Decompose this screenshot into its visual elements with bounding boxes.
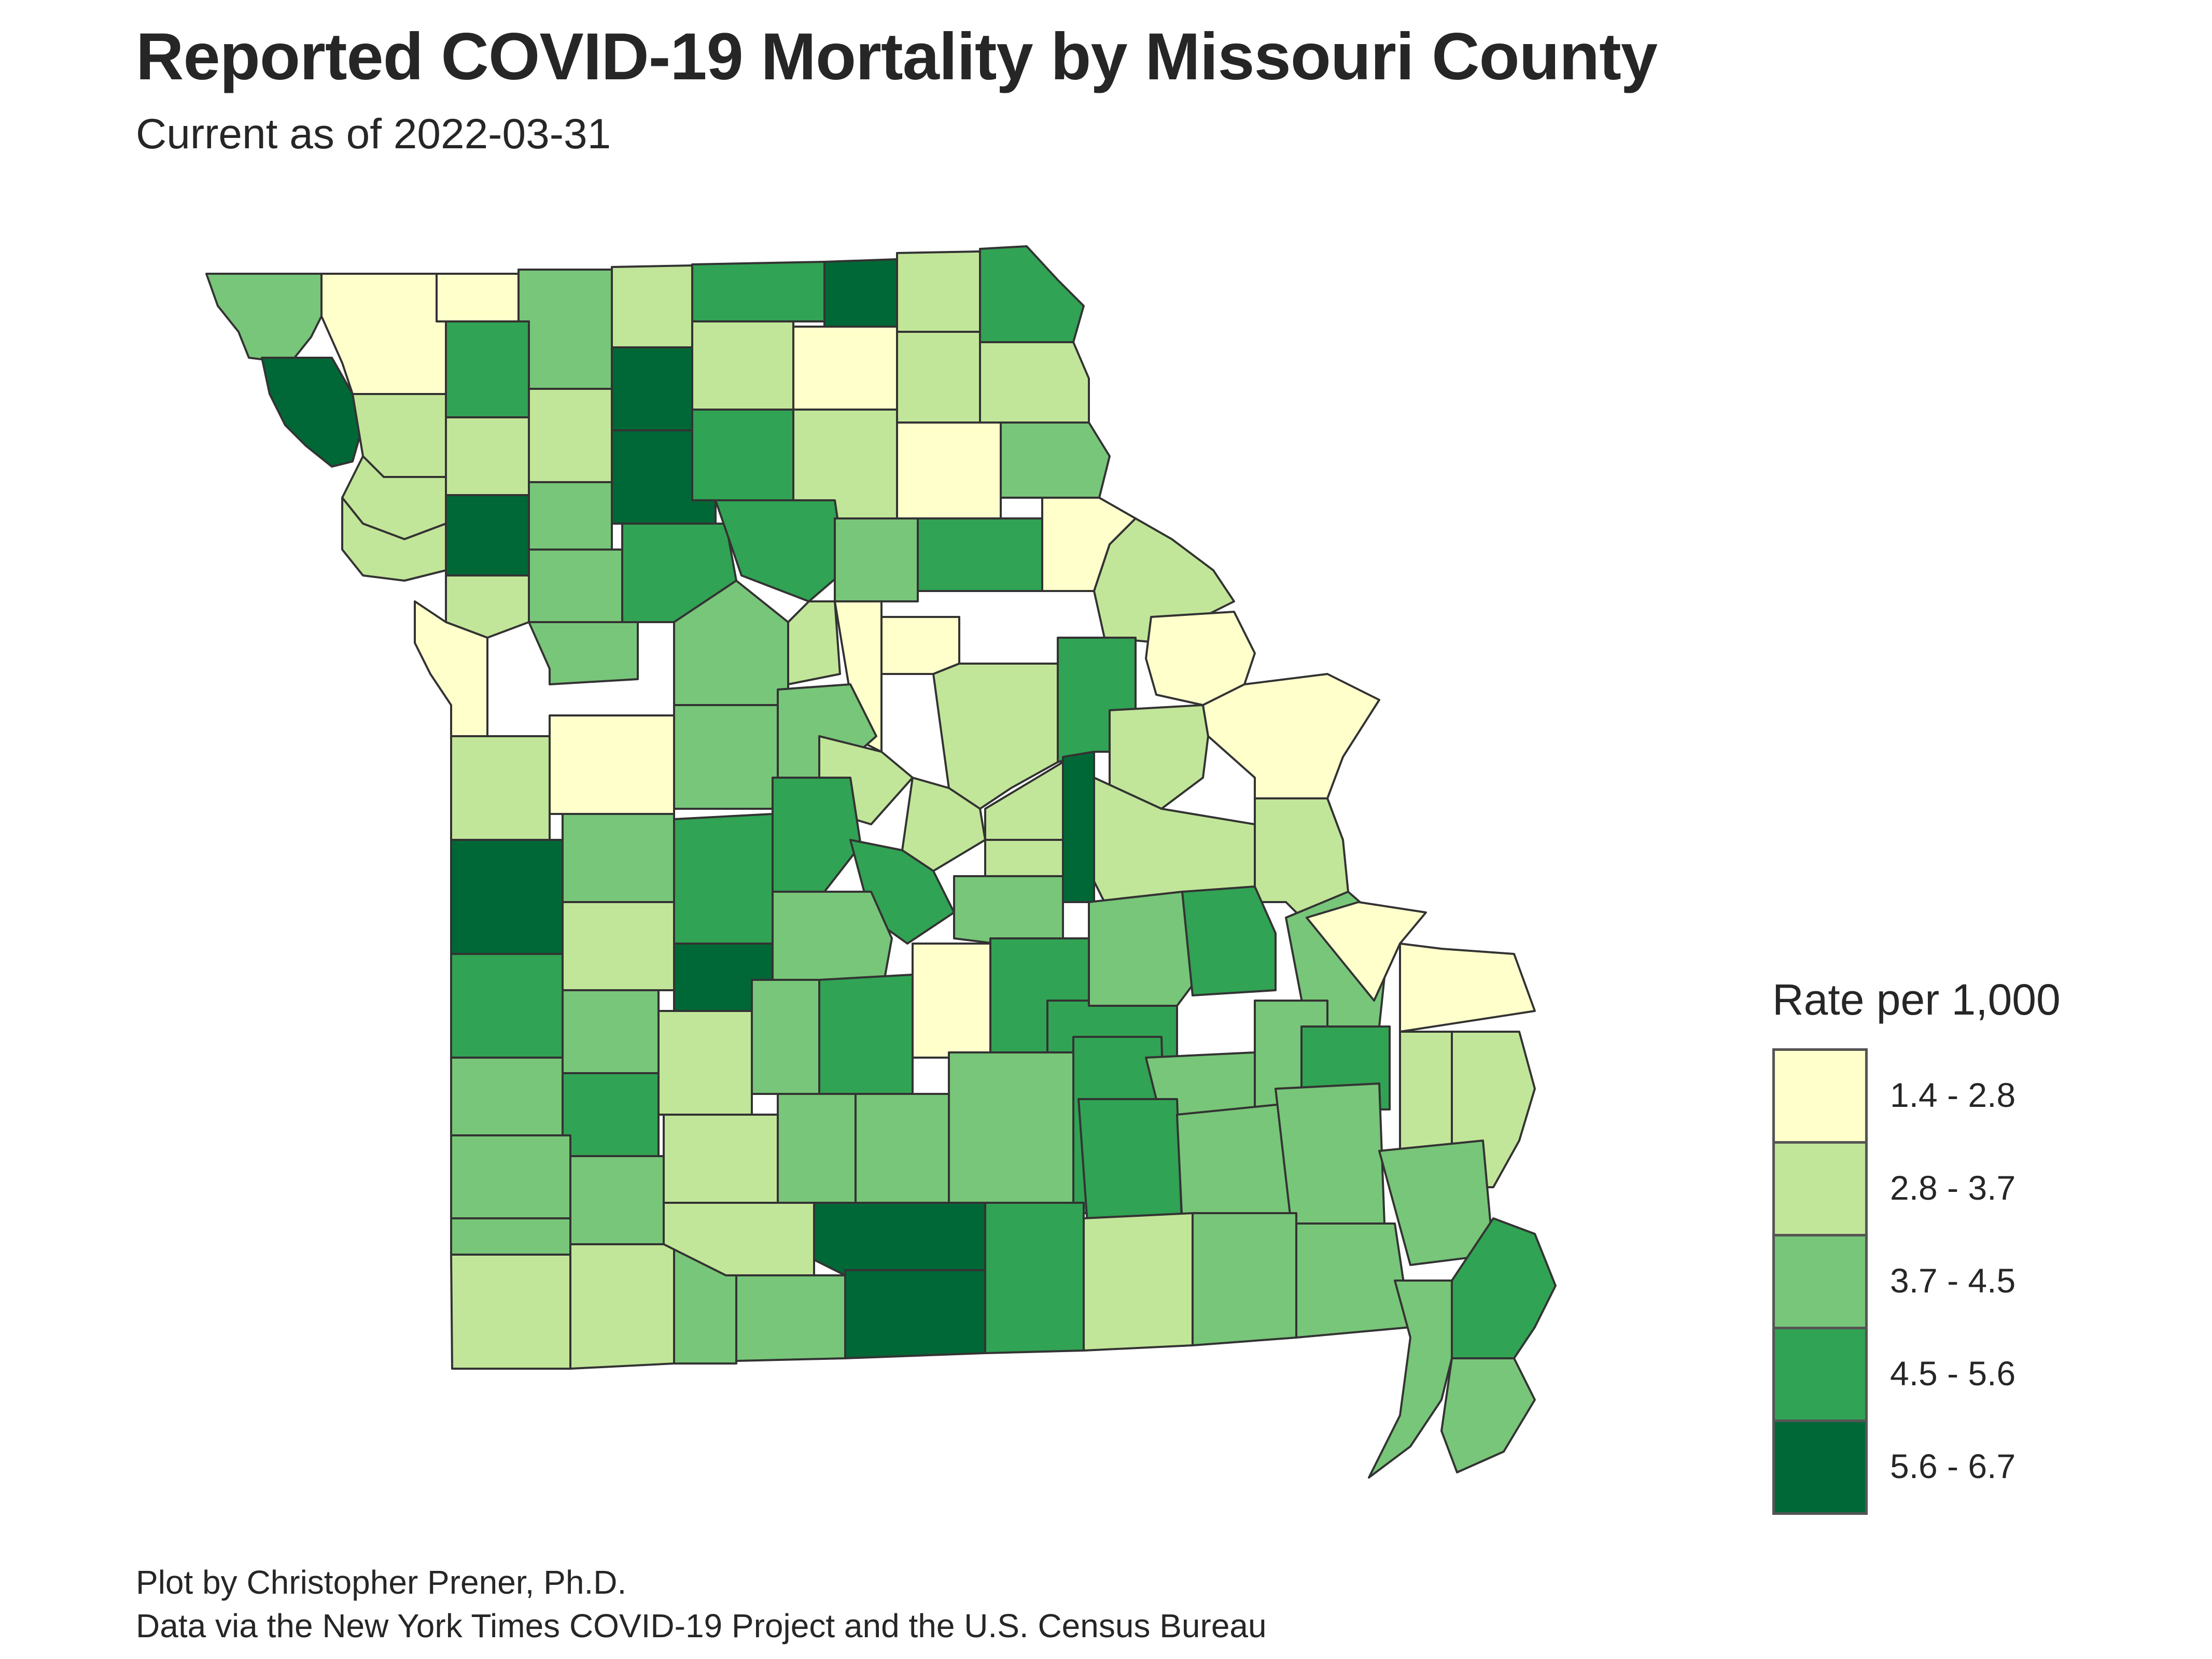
county-howell[interactable] [984,1202,1085,1354]
county-jasper[interactable] [450,1134,571,1219]
county-atchison[interactable] [205,273,323,364]
county-gentry[interactable] [445,320,530,418]
county-clark[interactable] [979,245,1085,343]
county-warren[interactable] [1062,751,1095,903]
county-shelby[interactable] [896,421,1002,519]
county-cape-girardeau[interactable] [1399,943,1536,1033]
legend-label-2: 2.8 - 3.7 [1890,1169,2016,1207]
county-wright[interactable] [855,1093,950,1204]
county-howard[interactable] [787,600,841,685]
county-taney[interactable] [735,1274,846,1362]
county-greene[interactable] [663,1114,779,1204]
legend-label-4: 4.5 - 5.6 [1890,1354,2016,1393]
county-ozark[interactable] [844,1269,986,1359]
county-pettis[interactable] [673,704,779,810]
county-monroe[interactable] [917,517,1043,592]
county-perry[interactable] [1306,901,1427,1002]
county-scotland[interactable] [896,250,981,333]
legend-swatch-3 [1775,1236,1865,1329]
county-pulaski[interactable] [912,943,991,1059]
legend-swatches [1772,1048,1868,1515]
county-johnson[interactable] [549,714,675,815]
county-camden[interactable] [772,891,893,996]
county-adair[interactable] [792,326,898,411]
county-lafayette[interactable] [528,621,639,685]
county-grundy[interactable] [611,346,693,431]
county-henry[interactable] [562,813,675,903]
county-washington[interactable] [1088,891,1194,1007]
county-dade[interactable] [562,989,660,1074]
county-texas[interactable] [948,1051,1074,1204]
county-butler[interactable] [1295,1222,1411,1339]
county-webster[interactable] [777,1093,857,1214]
county-holt[interactable] [261,357,364,468]
county-douglas[interactable] [813,1202,991,1276]
county-dekalb[interactable] [445,416,530,496]
county-audrain[interactable] [880,616,960,675]
county-benton[interactable] [673,813,774,945]
county-daviess[interactable] [528,388,613,483]
caption-author: Plot by Christopher Prener, Ph.D. [136,1564,627,1601]
county-gasconade[interactable] [984,839,1064,877]
county-marion[interactable] [1000,421,1111,499]
county-morgan[interactable] [772,777,862,893]
legend-swatch-1 [1775,1051,1865,1144]
county-cass[interactable] [450,735,551,841]
county-sullivan[interactable] [691,320,794,411]
county-putnam[interactable] [691,261,825,322]
county-cedar[interactable] [562,1072,660,1157]
county-harrison[interactable] [517,269,613,390]
county-dunklin[interactable] [1368,1280,1453,1479]
county-chariton[interactable] [715,499,846,602]
county-caldwell[interactable] [528,481,613,551]
county-ripley[interactable] [1192,1212,1297,1346]
county-linn[interactable] [691,409,794,501]
county-bates[interactable] [450,839,564,955]
county-knox[interactable] [896,331,981,424]
county-randolph[interactable] [834,517,919,602]
legend-label-1: 1.4 - 2.8 [1890,1076,2016,1114]
county-newton[interactable] [450,1217,571,1256]
county-ray[interactable] [528,549,623,623]
county-worth[interactable] [436,273,520,322]
legend-swatch-5 [1775,1422,1865,1512]
county-dallas[interactable] [751,979,820,1095]
county-st-clair[interactable] [562,901,675,991]
county-clay[interactable] [445,574,530,639]
chart-title: Reported COVID-19 Mortality by Missouri … [136,20,1658,94]
county-lewis[interactable] [979,341,1090,424]
chart-subtitle: Current as of 2022-03-31 [136,110,611,158]
county-clinton[interactable] [445,494,530,577]
caption-source: Data via the New York Times COVID-19 Pro… [136,1607,1267,1644]
county-barry[interactable] [569,1243,675,1370]
county-pemiscot[interactable] [1440,1357,1536,1473]
legend-label-3: 3.7 - 4.5 [1890,1261,2016,1300]
legend-swatch-2 [1775,1144,1865,1236]
legend-title: Rate per 1,000 [1772,975,2061,1024]
county-oregon[interactable] [1083,1212,1194,1352]
caption: Plot by Christopher Prener, Ph.D. Data v… [136,1560,1267,1648]
county-vernon[interactable] [450,953,564,1059]
county-lawrence[interactable] [569,1155,665,1245]
county-laclede[interactable] [818,974,914,1095]
legend-swatch-4 [1775,1329,1865,1422]
legend-label-5: 5.6 - 6.7 [1890,1447,2016,1485]
county-barton[interactable] [450,1057,564,1136]
county-mercer[interactable] [611,264,693,348]
county-reynolds[interactable] [1176,1103,1292,1225]
county-maries[interactable] [953,875,1064,945]
county-polk[interactable] [657,1010,753,1116]
county-schuyler[interactable] [823,258,898,328]
county-st-francois[interactable] [1181,885,1277,996]
county-wayne[interactable] [1275,1082,1385,1225]
county-mcdonald[interactable] [450,1254,571,1370]
